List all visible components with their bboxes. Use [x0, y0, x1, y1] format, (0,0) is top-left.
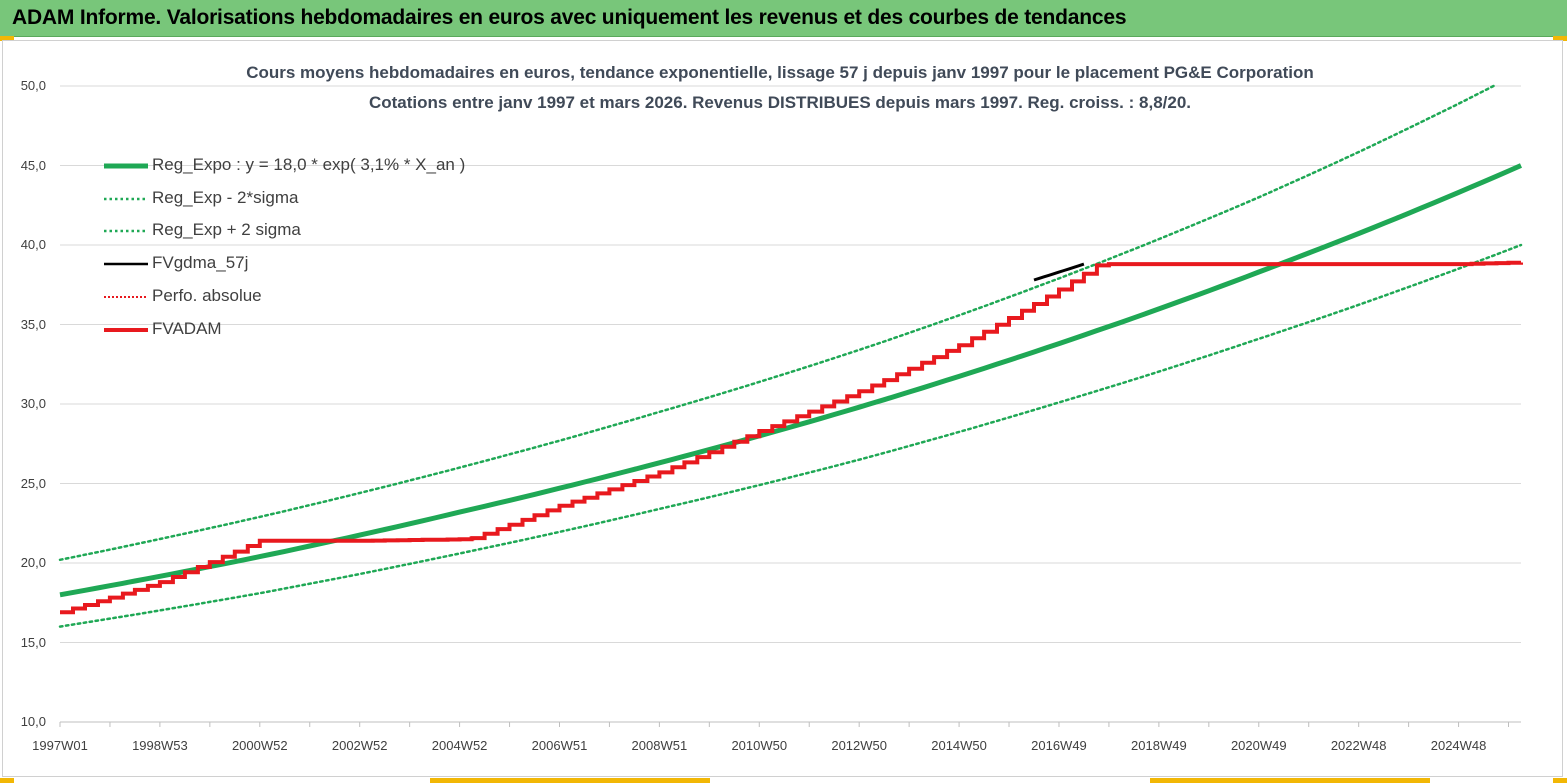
- corner-mark: [1553, 36, 1567, 41]
- x-tick-label: 2014W50: [931, 738, 987, 753]
- legend-label: FVADAM: [152, 319, 222, 338]
- legend-label: Reg_Exp + 2 sigma: [152, 220, 301, 239]
- corner-mark: [0, 36, 14, 41]
- header-banner: ADAM Informe. Valorisations hebdomadaire…: [0, 0, 1567, 37]
- series-line-fvgdma: [1033, 262, 1085, 282]
- x-tick-label: 2006W51: [531, 738, 588, 753]
- legend-swatch-dotted-green: [104, 197, 148, 201]
- corner-mark: [1150, 778, 1430, 783]
- legend-label: Perfo. absolue: [152, 286, 262, 305]
- y-tick-label: 30,0: [20, 396, 46, 411]
- y-tick-label: 45,0: [20, 157, 46, 173]
- x-tick-label: 2024W48: [1430, 738, 1487, 753]
- y-tick-label: 40,0: [20, 237, 46, 252]
- legend-swatch-black: [104, 262, 148, 266]
- legend-swatch-dotted-red: [104, 296, 148, 298]
- series-line-reg-plus: [58, 84, 1495, 562]
- x-tick-label: 2008W51: [631, 738, 688, 753]
- chart-frame: [2, 40, 1563, 777]
- x-tick-label: 2010W50: [731, 738, 788, 753]
- x-tick-label: 2018W49: [1131, 738, 1187, 753]
- chart-title-line-1: Cours moyens hebdomadaires en euros, ten…: [246, 63, 1314, 82]
- legend-label: FVgdma_57j: [152, 253, 249, 272]
- series-line-reg-minus: [58, 243, 1523, 628]
- chart-title-line-2: Cotations entre janv 1997 et mars 2026. …: [368, 93, 1192, 112]
- x-tick-label: 2002W52: [331, 738, 388, 753]
- x-tick-label: 2012W50: [831, 738, 887, 753]
- x-tick-label: 1998W53: [132, 738, 188, 753]
- corner-mark: [0, 778, 14, 783]
- report-title: ADAM Informe. Valorisations hebdomadaire…: [12, 6, 1127, 29]
- x-tick-label: 2000W52: [231, 738, 288, 753]
- x-tick-label: 1997W01: [32, 738, 88, 753]
- legend-label: Reg_Exp - 2*sigma: [152, 188, 299, 207]
- series-line-fvadam: [60, 260, 1523, 615]
- x-tick-label: 2020W49: [1230, 738, 1287, 753]
- corner-mark: [1553, 778, 1567, 783]
- x-tick-label: 2022W48: [1330, 738, 1387, 753]
- y-tick-label: 15,0: [20, 634, 46, 650]
- y-tick-label: 35,0: [20, 316, 46, 332]
- corner-mark: [430, 778, 710, 783]
- legend-label: Reg_Expo : y = 18,0 * exp( 3,1% * X_an ): [152, 155, 466, 174]
- y-tick-label: 50,0: [20, 78, 46, 93]
- x-tick-label: 2016W49: [1031, 738, 1087, 753]
- y-tick-label: 20,0: [20, 555, 46, 570]
- x-tick-label: 2004W52: [431, 738, 488, 753]
- legend-swatch-thick-green: [104, 163, 148, 169]
- y-tick-label: 10,0: [20, 714, 46, 729]
- y-tick-label: 25,0: [20, 475, 46, 491]
- legend-swatch-dotted-green: [104, 229, 148, 233]
- legend-swatch-thick-red: [104, 328, 148, 332]
